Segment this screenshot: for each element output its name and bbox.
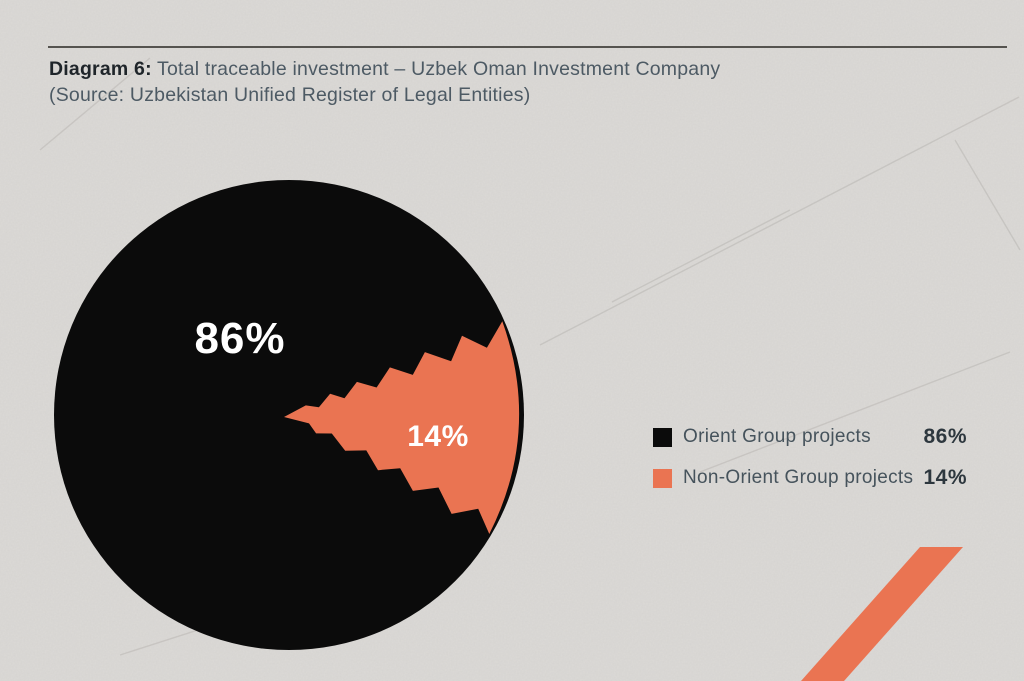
legend-label-non-orient: Non-Orient Group projects [683,467,914,488]
legend-swatch-non-orient [653,468,672,488]
legend-value-orient: 86% [923,425,967,448]
legend-swatch-orient [653,427,672,447]
title-source: (Source: Uzbekistan Unified Register of … [49,84,531,106]
corner-stripe-decoration [801,547,963,681]
title-prefix: Diagram 6: [49,58,152,80]
legend-value-non-orient: 14% [923,466,967,489]
title-text: Total traceable investment – Uzbek Oman … [151,58,721,80]
pie-label-non-orient-group: 14% [407,420,469,453]
legend-row-orient: Orient Group projects 86% [653,425,967,448]
legend-label-orient: Orient Group projects [683,426,871,447]
pie-label-orient-group: 86% [194,314,286,363]
header-rule [48,46,1007,48]
pie-slice-non-orient-group [284,321,520,534]
legend-row-non-orient: Non-Orient Group projects 14% [653,466,967,489]
diagram-title: Diagram 6: Total traceable investment – … [49,56,769,108]
